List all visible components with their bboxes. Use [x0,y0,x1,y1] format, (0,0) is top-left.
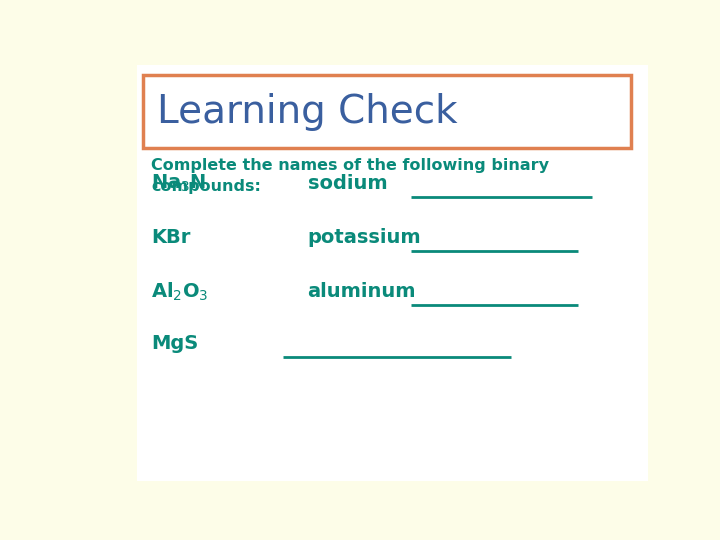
FancyBboxPatch shape [143,75,631,148]
Text: sodium: sodium [307,174,387,193]
Text: KBr: KBr [151,228,191,247]
Text: potassium: potassium [307,228,421,247]
Text: aluminum: aluminum [307,282,416,301]
Text: Na$_3$N: Na$_3$N [151,173,207,194]
Text: Learning Check: Learning Check [157,92,458,131]
Text: MgS: MgS [151,334,199,353]
FancyBboxPatch shape [138,65,648,481]
Text: Al$_2$O$_3$: Al$_2$O$_3$ [151,280,209,302]
Text: Complete the names of the following binary
compounds:: Complete the names of the following bina… [151,158,549,194]
